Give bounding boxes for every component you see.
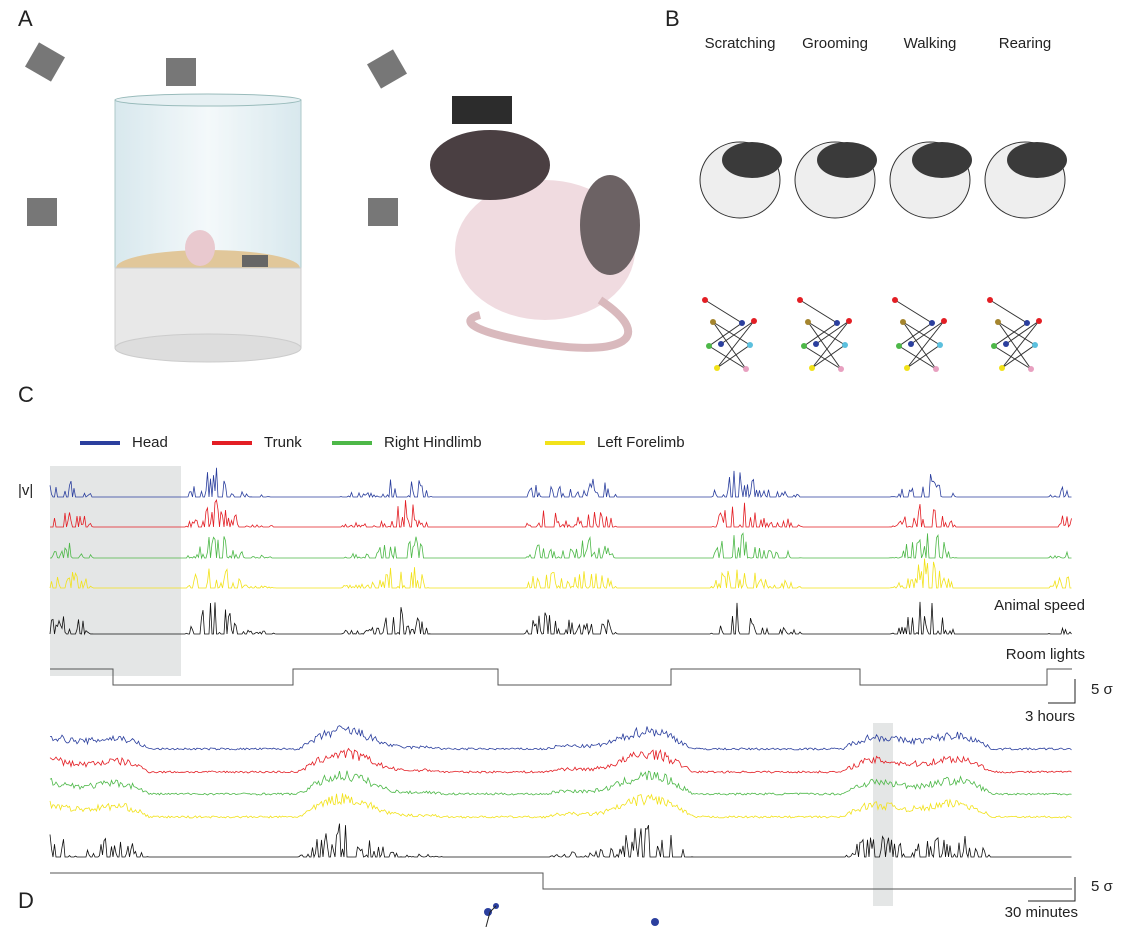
keypoint (937, 342, 943, 348)
behaviors: Scratching Grooming Walking Rearing (699, 35, 1067, 372)
keypoint (900, 319, 906, 325)
keypoint (1003, 341, 1009, 347)
trace (49, 747, 1072, 774)
keypoint (834, 320, 840, 326)
legend: Head Trunk Right Hindlimb Left Forelimb (80, 434, 685, 451)
keypoint (805, 319, 811, 325)
keypoint (801, 343, 807, 349)
scale-x-label: 3 hours (1025, 708, 1075, 725)
keypoint (706, 343, 712, 349)
trace (49, 770, 1072, 796)
lights-label: Room lights (1006, 646, 1085, 663)
keypoint (896, 343, 902, 349)
keypoint (743, 366, 749, 372)
keypoint (747, 342, 753, 348)
keypoint (739, 320, 745, 326)
trace (50, 499, 1072, 529)
panel-label: B (665, 6, 680, 31)
keypoint (838, 366, 844, 372)
keypoint (842, 342, 848, 348)
keypoint (710, 319, 716, 325)
keypoint (1036, 318, 1042, 324)
trace (49, 823, 1072, 859)
behavior-label: Rearing (999, 35, 1052, 52)
behavior-label: Walking (904, 35, 957, 52)
rat-pose-dark (912, 142, 972, 178)
keypoint (999, 365, 1005, 371)
keypoint (892, 297, 898, 303)
keypoint (933, 366, 939, 372)
trace (50, 532, 1072, 560)
scale-x-label: 30 minutes (1005, 904, 1078, 921)
velocity-label: |v| (18, 482, 33, 499)
legend-label: Left Forelimb (597, 434, 685, 451)
scale-y-label: 5 σ (1091, 681, 1114, 698)
keypoint (797, 297, 803, 303)
legend-label: Right Hindlimb (384, 434, 482, 451)
keypoint (751, 318, 757, 324)
skeleton-fragment (484, 903, 659, 927)
skeleton (704, 299, 755, 370)
keypoint (702, 297, 708, 303)
skeleton (894, 299, 945, 370)
speed-label: Animal speed (994, 597, 1085, 614)
scale-bar (1048, 679, 1076, 704)
lights-trace (50, 668, 1072, 686)
rat-pose-dark (817, 142, 877, 178)
rat-pose-dark (1007, 142, 1067, 178)
keypoint (718, 341, 724, 347)
keypoint (987, 297, 993, 303)
skeleton (799, 299, 850, 370)
lights-trace (50, 872, 1072, 890)
trace (49, 725, 1072, 751)
traces (49, 467, 1072, 859)
keypoint (991, 343, 997, 349)
panel-label: C (18, 382, 34, 407)
keypoint (813, 341, 819, 347)
legend-label: Head (132, 434, 168, 451)
trace (49, 601, 1072, 636)
keypoint (1028, 366, 1034, 372)
scale-bar (1028, 877, 1076, 902)
keypoint (929, 320, 935, 326)
keypoint (904, 365, 910, 371)
trace (49, 558, 1072, 590)
keypoint (941, 318, 947, 324)
keypoint (995, 319, 1001, 325)
behavior-label: Scratching (705, 35, 776, 52)
cameras (25, 42, 407, 226)
legend-label: Trunk (264, 434, 302, 451)
trace (49, 793, 1072, 819)
rat-pose-dark (722, 142, 782, 178)
keypoint (846, 318, 852, 324)
rat-illustration (430, 96, 640, 352)
keypoint (1032, 342, 1038, 348)
keypoint (1024, 320, 1030, 326)
arena (114, 93, 302, 363)
panel-label: A (18, 6, 33, 31)
keypoint (809, 365, 815, 371)
scale-y-label: 5 σ (1091, 878, 1114, 895)
behavior-label: Grooming (802, 35, 868, 52)
keypoint (908, 341, 914, 347)
trace (49, 467, 1072, 499)
highlight (50, 466, 181, 676)
skeleton (989, 299, 1040, 370)
panel-label: D (18, 888, 34, 913)
keypoint (714, 365, 720, 371)
highlight (873, 723, 893, 906)
